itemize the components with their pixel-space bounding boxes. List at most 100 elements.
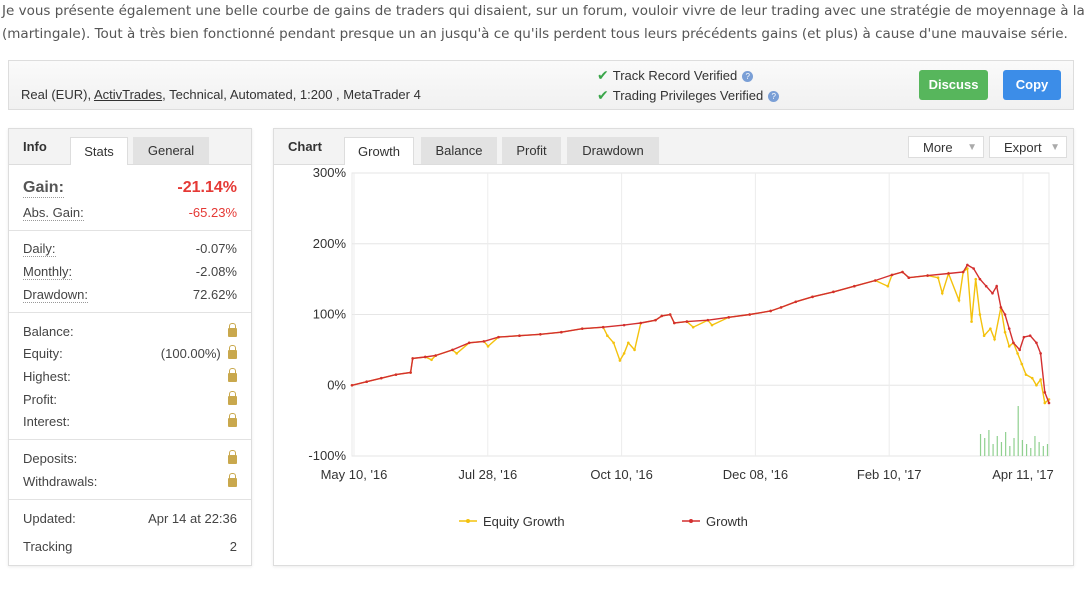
daily-value: -0.07%: [195, 241, 237, 256]
check-icon: ✔: [597, 87, 609, 103]
growth-point: [873, 279, 877, 282]
tracking-value: 2: [229, 539, 237, 554]
growth-point: [961, 270, 965, 274]
volume-bar: [1042, 446, 1044, 456]
growth-point: [518, 334, 521, 338]
discuss-button[interactable]: Discuss: [919, 70, 988, 100]
equity-growth-point: [1035, 383, 1038, 387]
abs-gain-value: -65.23%: [188, 205, 237, 220]
growth-point: [1012, 341, 1015, 345]
more-dropdown[interactable]: More ▼: [908, 136, 984, 158]
equity-growth-point: [957, 299, 961, 302]
profit-value: [228, 391, 237, 407]
equity-growth-point: [1024, 373, 1028, 376]
updated-value: Apr 14 at 22:36: [148, 511, 237, 526]
growth-point: [907, 276, 911, 280]
profit-label: Profit:: [23, 392, 57, 407]
tab-drawdown[interactable]: Drawdown: [567, 137, 659, 164]
growth-point: [995, 284, 998, 288]
check-icon: ✔: [597, 67, 609, 83]
volume-bar: [996, 436, 998, 456]
interest-label: Interest:: [23, 414, 70, 429]
broker-link[interactable]: ActivTrades: [93, 87, 163, 102]
growth-point: [380, 376, 383, 380]
trading-privileges-verified: ✔ Trading Privileges Verified?: [597, 87, 780, 104]
growth-point: [978, 277, 982, 281]
volume-bar: [1038, 442, 1040, 456]
equity-growth-point: [455, 352, 458, 355]
divider: [9, 312, 251, 313]
chevron-down-icon: ▼: [967, 142, 977, 153]
growth-point: [365, 380, 368, 384]
equity-label: Equity:: [23, 346, 63, 361]
equity-growth-point: [993, 337, 996, 341]
growth-point: [832, 290, 835, 294]
equity-growth-point: [606, 334, 609, 338]
y-tick-label: 200%: [313, 236, 347, 251]
daily-label[interactable]: Daily:: [23, 241, 56, 257]
tab-profit[interactable]: Profit: [502, 137, 561, 164]
monthly-label[interactable]: Monthly:: [23, 264, 73, 280]
track-record-verified: ✔ Track Record Verified?: [597, 67, 754, 84]
equity-growth-point: [978, 313, 982, 316]
tab-growth[interactable]: Growth: [344, 137, 414, 165]
equity-growth-point: [691, 325, 695, 329]
more-label: More: [923, 140, 953, 155]
tab-general[interactable]: General: [133, 137, 209, 164]
growth-point: [482, 340, 486, 343]
gain-label[interactable]: Gain:: [23, 179, 64, 198]
info-title: Info: [23, 139, 47, 154]
tab-stats[interactable]: Stats: [70, 137, 128, 165]
divider: [9, 230, 251, 231]
track-record-label: Track Record Verified: [612, 68, 738, 83]
interest-value: [228, 413, 237, 429]
growth-point: [1022, 335, 1026, 339]
legend-growth[interactable]: Growth: [682, 514, 748, 529]
growth-point: [660, 314, 664, 318]
equity-growth-point: [486, 345, 490, 348]
tab-balance[interactable]: Balance: [421, 137, 497, 164]
growth-point: [673, 321, 676, 325]
growth-point: [467, 341, 471, 345]
y-tick-label: 100%: [313, 307, 347, 322]
account-prefix: Real (EUR),: [21, 87, 94, 102]
x-tick-label: Jul 28, '16: [458, 467, 517, 482]
info-tabs: Info Stats General: [9, 129, 251, 165]
x-tick-label: Feb 10, '17: [857, 467, 922, 482]
deposits-value: [228, 450, 237, 466]
legend-label: Equity Growth: [483, 514, 565, 529]
volume-bar: [1005, 432, 1007, 456]
help-icon[interactable]: ?: [768, 91, 780, 103]
growth-point: [685, 320, 689, 323]
copy-button[interactable]: Copy: [1003, 70, 1061, 100]
growth-point: [947, 272, 950, 275]
equity-growth-point: [1016, 352, 1019, 355]
lock-icon: [228, 323, 237, 337]
volume-bar: [1025, 444, 1028, 456]
equity-value: (100.00%): [161, 345, 237, 361]
help-icon[interactable]: ?: [742, 71, 754, 83]
withdrawals-label: Withdrawals:: [23, 474, 98, 489]
balance-label: Balance:: [23, 324, 74, 339]
growth-point: [901, 270, 904, 274]
drawdown-label[interactable]: Drawdown:: [23, 287, 89, 303]
chart-title: Chart: [288, 139, 322, 154]
abs-gain-label[interactable]: Abs. Gain:: [23, 205, 84, 221]
volume-bar: [1046, 444, 1049, 456]
legend-equity-growth[interactable]: Equity Growth: [459, 514, 565, 529]
y-tick-label: 0%: [327, 377, 346, 392]
growth-point: [727, 316, 731, 319]
growth-point: [972, 267, 975, 270]
growth-point: [350, 383, 354, 387]
volume-bar: [984, 438, 986, 456]
volume-bar: [1009, 446, 1011, 456]
growth-point: [1039, 352, 1042, 355]
updated-label: Updated:: [23, 511, 76, 526]
account-description: Real (EUR), ActivTrades, Technical, Auto…: [21, 87, 421, 102]
equity-growth-point: [612, 341, 615, 345]
growth-point: [394, 373, 398, 376]
deposits-label: Deposits:: [23, 451, 78, 466]
volume-bar: [1013, 438, 1015, 456]
growth-chart[interactable]: 300% 200% 100% 0% -100% May 10, '16 Jul 28, '1…: [274, 165, 1073, 565]
export-dropdown[interactable]: Export ▼: [989, 136, 1067, 158]
